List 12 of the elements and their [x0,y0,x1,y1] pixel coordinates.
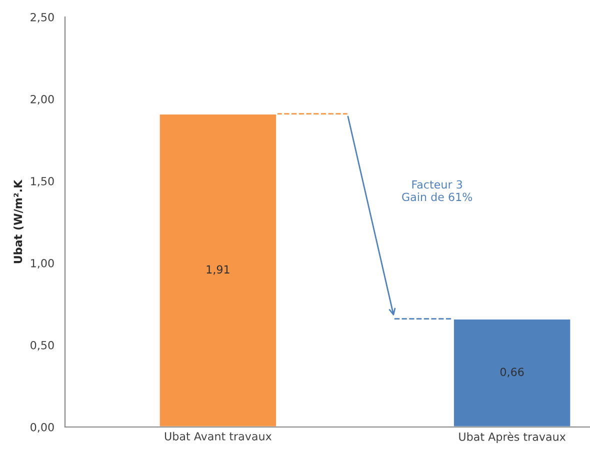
y-tick-label: 2,00 [30,94,54,105]
y-tick-label: 0,00 [30,422,54,433]
y-tick-label: 0,50 [30,340,54,351]
data-label: 1,91 [206,265,230,275]
annotation: Facteur 3 Gain de 61% [402,180,472,202]
y-tick-label: 1,00 [31,258,54,269]
y-axis-title: Ubat (W/m².K [14,180,24,264]
y-tick-label: 1,50 [31,176,54,187]
x-tick-label: Ubat Après travaux [459,432,566,444]
y-tick-label: 2,50 [30,12,54,23]
data-label: 0,66 [500,368,524,378]
x-tick-label: Ubat Avant travaux [164,432,272,440]
